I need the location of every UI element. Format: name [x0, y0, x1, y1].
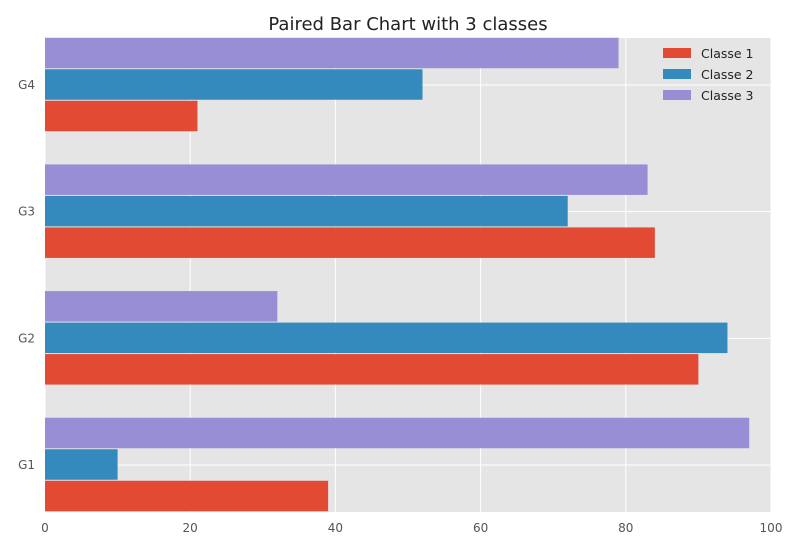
bar-g3-classe-3 — [45, 164, 648, 195]
bars — [45, 37, 750, 512]
bar-g2-classe-2 — [45, 322, 728, 354]
y-tick-label: G1 — [18, 458, 35, 472]
x-tick-label: 40 — [328, 521, 343, 535]
bar-g3-classe-1 — [45, 227, 655, 258]
bar-g4-classe-3 — [45, 37, 619, 69]
legend-label: Classe 1 — [701, 46, 754, 61]
legend-swatch — [663, 90, 691, 100]
legend: Classe 1 Classe 2 Classe 3 — [663, 46, 754, 103]
legend-label: Classe 2 — [701, 67, 754, 82]
y-tick-label: G3 — [18, 205, 35, 219]
bar-g3-classe-2 — [45, 195, 568, 227]
x-tick-label: 0 — [41, 521, 49, 535]
bar-g2-classe-3 — [45, 291, 278, 322]
bar-g4-classe-2 — [45, 69, 423, 100]
chart-title: Paired Bar Chart with 3 classes — [268, 14, 547, 35]
y-tick-label: G4 — [18, 78, 35, 92]
bar-g2-classe-1 — [45, 354, 699, 385]
legend-swatch — [663, 48, 691, 58]
bar-g1-classe-1 — [45, 480, 329, 512]
bar-g4-classe-1 — [45, 100, 198, 132]
x-tick-label: 20 — [183, 521, 198, 535]
x-tick-label: 80 — [618, 521, 633, 535]
bar-g1-classe-2 — [45, 449, 118, 480]
y-tick-label: G2 — [18, 331, 35, 345]
legend-label: Classe 3 — [701, 88, 754, 103]
legend-swatch — [663, 69, 691, 79]
bar-g1-classe-3 — [45, 417, 750, 449]
x-tick-label: 100 — [760, 521, 783, 535]
x-axis-ticks: 0 20 40 60 80 100 — [41, 521, 782, 535]
y-axis-ticks: G1 G2 G3 G4 — [18, 78, 35, 472]
x-tick-label: 60 — [473, 521, 488, 535]
